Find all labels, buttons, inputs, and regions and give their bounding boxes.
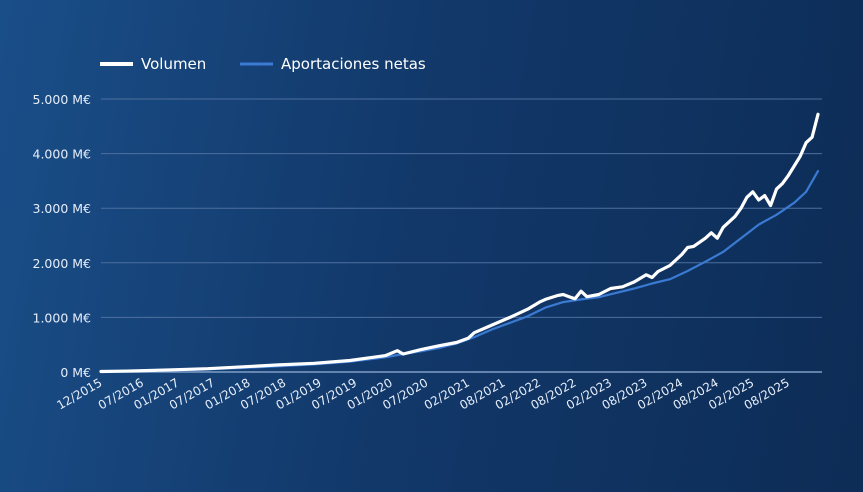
- legend-label-volumen: Volumen: [141, 55, 206, 73]
- legend: Volumen Aportaciones netas: [100, 55, 426, 73]
- y-tick-label: 4.000 M€: [33, 147, 92, 162]
- y-tick-label: 0 M€: [60, 365, 91, 380]
- series-line-volumen: [99, 112, 820, 374]
- x-tick-label: 12/2015: [54, 375, 104, 412]
- y-tick-label: 2.000 M€: [33, 256, 92, 271]
- y-tick-label: 1.000 M€: [33, 310, 92, 325]
- y-tick-label: 3.000 M€: [33, 201, 92, 216]
- y-tick-label: 5.000 M€: [33, 92, 92, 107]
- legend-label-aportaciones: Aportaciones netas: [281, 55, 426, 73]
